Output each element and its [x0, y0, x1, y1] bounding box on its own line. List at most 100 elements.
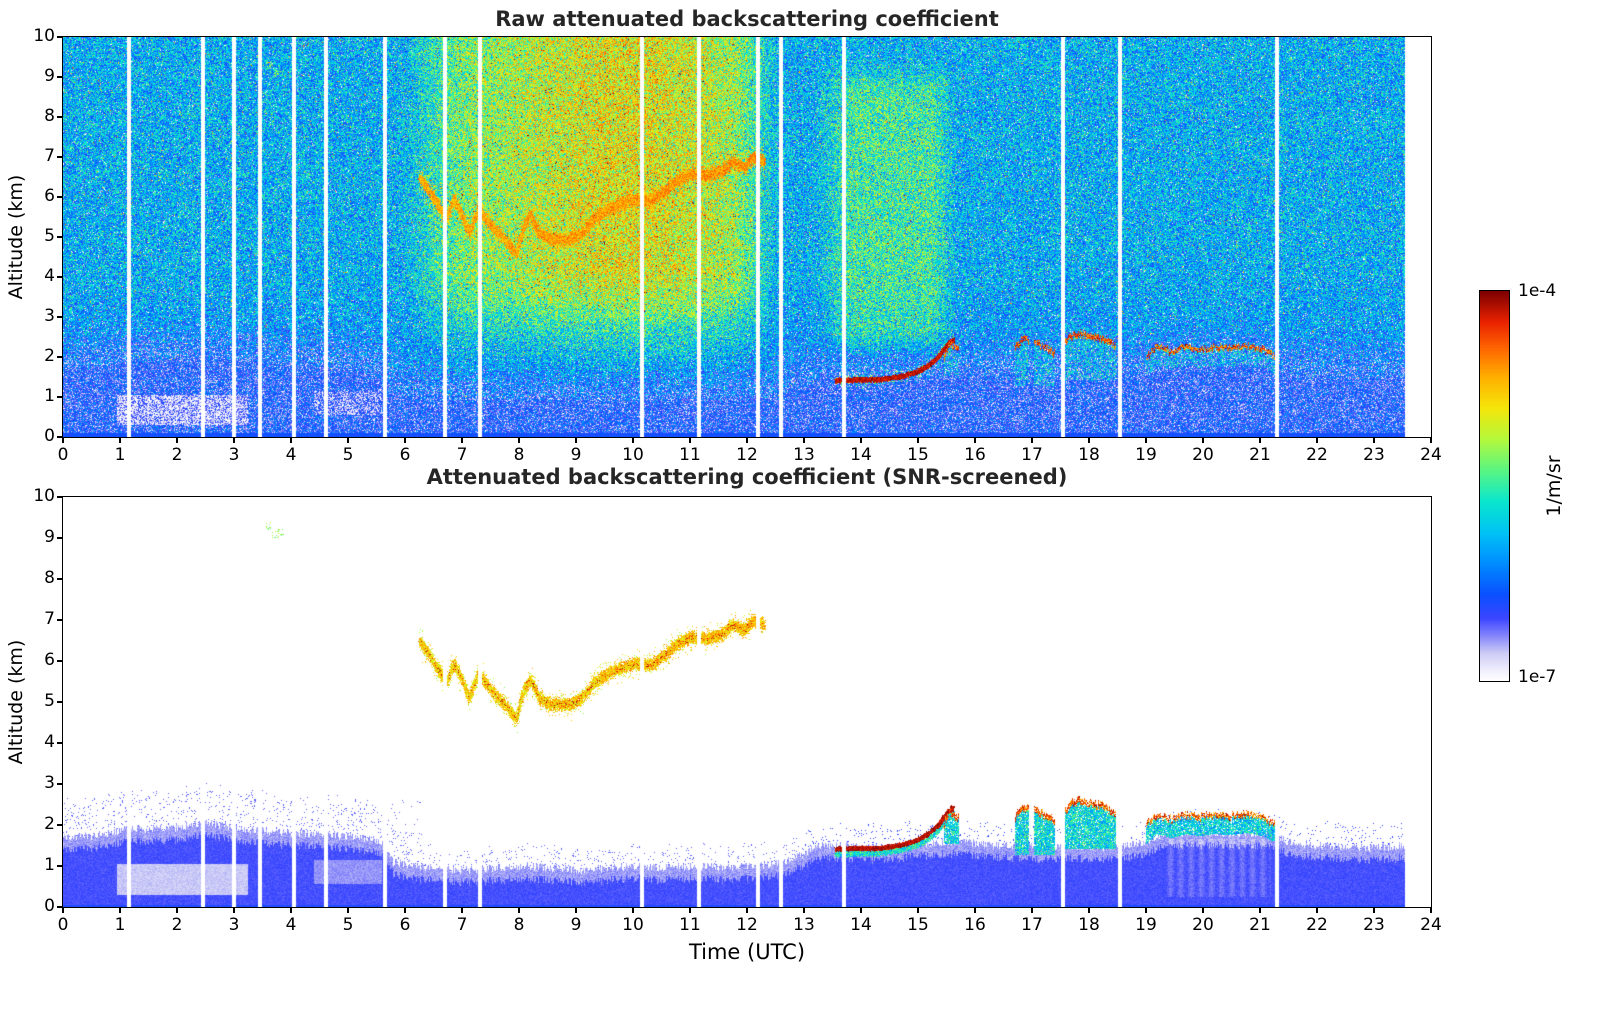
x-tick	[290, 908, 292, 913]
y-tick-label: 5	[44, 226, 55, 246]
x-tick	[347, 438, 349, 443]
x-tick	[404, 438, 406, 443]
x-tick-label: 23	[1363, 915, 1385, 935]
x-tick-label: 22	[1306, 445, 1328, 465]
x-tick	[1202, 438, 1204, 443]
x-tick-label: 1	[114, 445, 126, 465]
y-tick-label: 8	[44, 568, 55, 588]
x-tick-label: 5	[342, 445, 354, 465]
x-tick-label: 21	[1249, 915, 1271, 935]
x-tick	[176, 908, 178, 913]
x-tick-label: 19	[1135, 445, 1157, 465]
x-tick-label: 9	[570, 915, 582, 935]
x-tick-label: 2	[171, 445, 183, 465]
colorbar-unit-label: 1/m/sr	[1543, 455, 1565, 517]
x-tick	[803, 908, 805, 913]
x-tick-label: 4	[285, 445, 297, 465]
x-tick-label: 7	[456, 915, 468, 935]
y-tick	[57, 865, 62, 867]
x-tick-label: 12	[736, 445, 758, 465]
y-tick-label: 1	[44, 386, 55, 406]
x-tick	[1259, 438, 1261, 443]
screened-panel-y-axis-label: Altitude (km)	[5, 639, 27, 765]
x-tick-label: 22	[1306, 915, 1328, 935]
x-tick-label: 21	[1249, 445, 1271, 465]
x-tick-label: 0	[57, 445, 69, 465]
x-tick	[917, 438, 919, 443]
screened-heatmap-canvas	[63, 497, 1431, 907]
x-tick	[1088, 438, 1090, 443]
x-tick	[404, 908, 406, 913]
x-tick-label: 14	[850, 445, 872, 465]
x-tick	[1430, 908, 1432, 913]
x-tick	[575, 438, 577, 443]
x-tick-label: 24	[1420, 915, 1442, 935]
x-tick	[62, 438, 64, 443]
x-tick	[347, 908, 349, 913]
x-tick	[1373, 908, 1375, 913]
x-tick-label: 6	[399, 915, 411, 935]
x-tick	[1031, 438, 1033, 443]
x-tick-label: 15	[907, 445, 929, 465]
y-tick	[57, 824, 62, 826]
x-tick-label: 20	[1192, 915, 1214, 935]
x-tick-label: 18	[1078, 915, 1100, 935]
y-tick	[57, 276, 62, 278]
x-tick	[1031, 908, 1033, 913]
y-tick	[57, 578, 62, 580]
x-tick-label: 3	[228, 445, 240, 465]
x-tick-label: 17	[1021, 915, 1043, 935]
screened-panel-title: Attenuated backscattering coefficient (S…	[426, 465, 1068, 489]
y-tick-label: 10	[33, 26, 55, 46]
x-tick-label: 16	[964, 445, 986, 465]
y-tick-label: 8	[44, 106, 55, 126]
x-tick	[860, 438, 862, 443]
x-tick-label: 15	[907, 915, 929, 935]
x-tick	[575, 908, 577, 913]
x-tick	[746, 908, 748, 913]
x-tick-label: 17	[1021, 445, 1043, 465]
x-tick-label: 8	[513, 915, 525, 935]
y-tick	[57, 742, 62, 744]
y-tick-label: 4	[44, 266, 55, 286]
x-tick-label: 14	[850, 915, 872, 935]
x-tick	[461, 908, 463, 913]
x-tick	[917, 908, 919, 913]
x-tick-label: 10	[622, 915, 644, 935]
x-tick	[632, 438, 634, 443]
x-tick	[1373, 438, 1375, 443]
x-tick	[746, 438, 748, 443]
x-tick-label: 1	[114, 915, 126, 935]
y-tick	[57, 701, 62, 703]
x-tick-label: 23	[1363, 445, 1385, 465]
colorbar	[1479, 290, 1510, 682]
x-axis-label: Time (UTC)	[688, 940, 806, 964]
y-tick	[57, 537, 62, 539]
x-tick	[461, 438, 463, 443]
x-tick	[1259, 908, 1261, 913]
x-tick	[803, 438, 805, 443]
x-tick	[689, 438, 691, 443]
x-tick	[119, 438, 121, 443]
x-tick	[1088, 908, 1090, 913]
y-tick-label: 6	[44, 650, 55, 670]
x-tick	[1145, 908, 1147, 913]
x-tick-label: 13	[793, 445, 815, 465]
x-tick	[1316, 908, 1318, 913]
colorbar-max-label: 1e-4	[1518, 281, 1557, 301]
y-tick-label: 2	[44, 346, 55, 366]
raw-panel-plot-area	[62, 36, 1432, 438]
y-tick	[57, 76, 62, 78]
y-tick	[57, 906, 62, 908]
y-tick	[57, 619, 62, 621]
y-tick	[57, 116, 62, 118]
x-tick	[1316, 438, 1318, 443]
x-tick-label: 18	[1078, 445, 1100, 465]
x-tick	[860, 908, 862, 913]
y-tick	[57, 436, 62, 438]
y-tick-label: 7	[44, 609, 55, 629]
raw-panel-y-axis-label: Altitude (km)	[5, 174, 27, 300]
x-tick	[233, 908, 235, 913]
x-tick	[518, 908, 520, 913]
